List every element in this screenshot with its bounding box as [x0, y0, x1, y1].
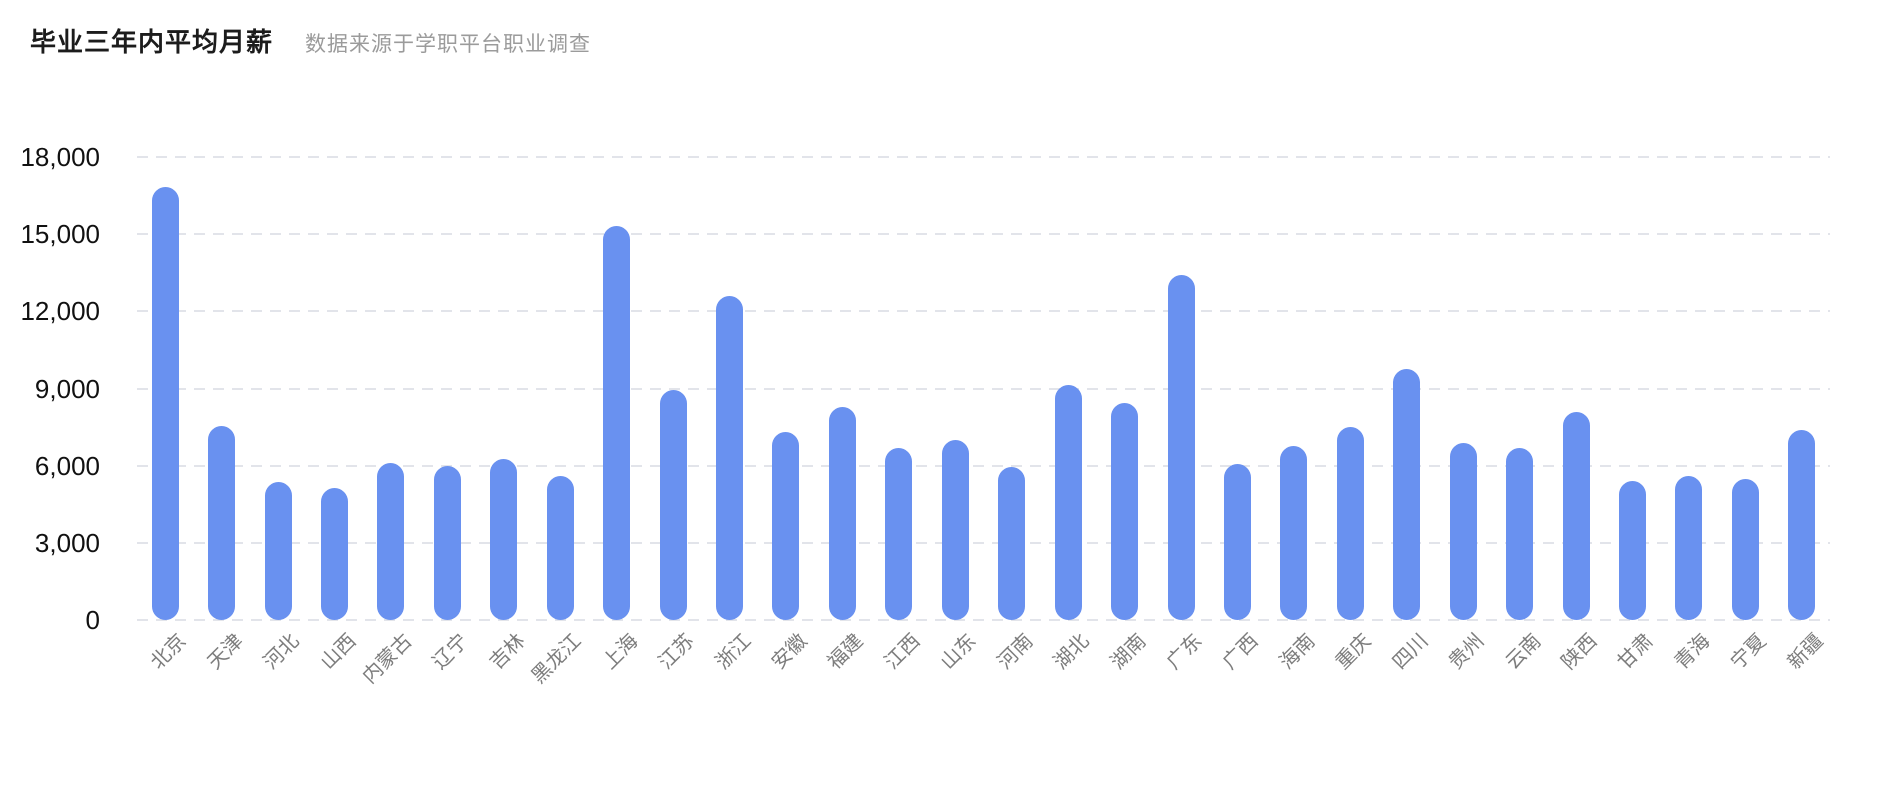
bar-辽宁[interactable]	[433, 465, 461, 620]
y-axis-tick-label: 15,000	[20, 219, 100, 250]
bar-陕西[interactable]	[1562, 411, 1590, 620]
bar-上海[interactable]	[603, 226, 631, 620]
bar-四川[interactable]	[1393, 369, 1421, 620]
y-axis-tick-label: 0	[85, 605, 100, 635]
bar-内蒙古[interactable]	[377, 463, 405, 620]
bar-天津[interactable]	[208, 425, 236, 620]
bar-青海[interactable]	[1675, 475, 1703, 620]
bar-湖北[interactable]	[1054, 384, 1082, 620]
bar-广西[interactable]	[1223, 464, 1251, 620]
chart-header: 毕业三年内平均月薪 数据来源于学职平台职业调查	[30, 22, 591, 59]
bar-安徽[interactable]	[772, 432, 800, 620]
y-axis-tick-label: 12,000	[20, 296, 100, 327]
bar-吉林[interactable]	[490, 459, 518, 620]
chart-title: 毕业三年内平均月薪	[30, 27, 274, 57]
y-axis-tick-label: 18,000	[20, 142, 100, 172]
y-axis-tick-label: 9,000	[34, 373, 100, 404]
bar-湖南[interactable]	[1111, 402, 1139, 620]
gridline-y-0	[137, 619, 1830, 621]
gridline-y-18000	[137, 156, 1830, 158]
bar-甘肃[interactable]	[1618, 481, 1646, 620]
gridline-y-9000	[137, 387, 1830, 390]
bar-重庆[interactable]	[1336, 427, 1364, 620]
bar-福建[interactable]	[828, 406, 856, 620]
bar-江西[interactable]	[885, 447, 913, 620]
bar-新疆[interactable]	[1788, 429, 1816, 620]
bar-河南[interactable]	[998, 466, 1026, 620]
chart-subtitle: 数据来源于学职平台职业调查	[305, 33, 592, 56]
bar-黑龙江[interactable]	[546, 475, 574, 620]
gridline-y-6000	[137, 464, 1830, 467]
bar-宁夏[interactable]	[1731, 478, 1759, 620]
y-axis-tick-label: 3,000	[34, 527, 100, 558]
bar-河北[interactable]	[264, 482, 292, 620]
gridline-y-15000	[137, 233, 1830, 236]
bar-云南[interactable]	[1506, 447, 1534, 620]
bar-北京[interactable]	[151, 186, 179, 620]
bar-山西[interactable]	[321, 487, 349, 620]
y-axis-tick-label: 6,000	[34, 450, 100, 481]
gridline-y-3000	[137, 541, 1830, 544]
bar-山东[interactable]	[941, 439, 969, 620]
bar-贵州[interactable]	[1449, 442, 1477, 620]
bar-江苏[interactable]	[659, 389, 687, 620]
bar-chart-plot-area: 0 3,000 6,000 9,000 12,000 15,000 18,000 北京 天津 河北…	[20, 142, 1830, 688]
bar-海南[interactable]	[1280, 446, 1308, 620]
bar-广东[interactable]	[1167, 275, 1195, 620]
gridline-y-12000	[137, 310, 1830, 313]
bar-浙江[interactable]	[716, 295, 744, 620]
